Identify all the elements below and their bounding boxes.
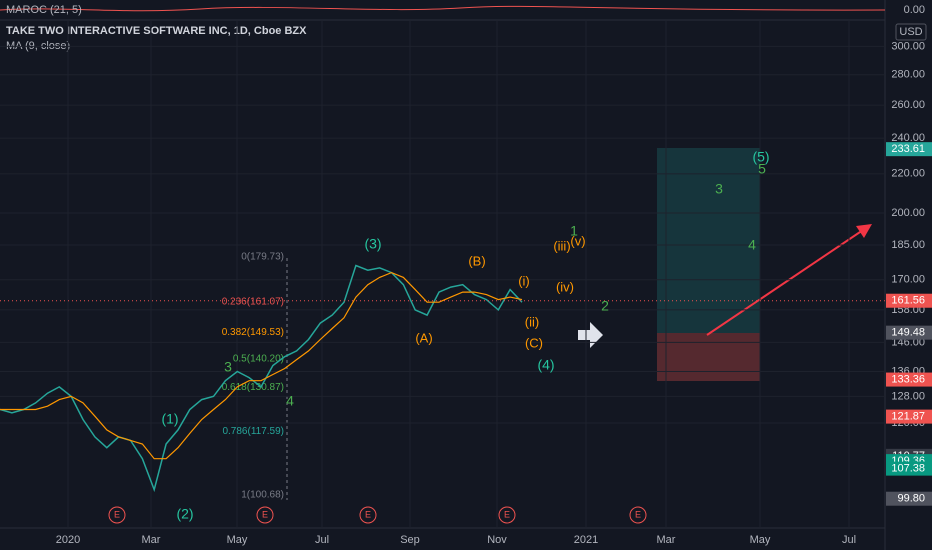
fib-label: 0.618(130.87) xyxy=(222,382,284,393)
price-tag-label: 233.61 xyxy=(891,143,925,155)
event-label: E xyxy=(262,509,268,519)
x-tick-label: May xyxy=(227,534,248,546)
x-tick-label: Jul xyxy=(315,534,329,546)
y-tick-label: 300.00 xyxy=(891,40,925,52)
x-tick-label: May xyxy=(750,534,771,546)
event-marker[interactable] xyxy=(359,506,377,524)
y-tick-label: 260.00 xyxy=(891,99,925,111)
indicator-title: MAROC (21, 5) xyxy=(6,4,82,16)
wave-label: 2 xyxy=(601,298,609,314)
subwave-label: (A) xyxy=(415,330,432,345)
x-tick-label: Jul xyxy=(842,534,856,546)
y-tick-label: 240.00 xyxy=(891,132,925,144)
direction-icon xyxy=(578,322,603,348)
indicator-line xyxy=(0,5,886,12)
price-tag xyxy=(886,293,932,308)
fib-label: 0.5(140.20) xyxy=(233,354,284,365)
fib-label: 0(179.73) xyxy=(241,252,284,263)
currency: USD xyxy=(899,26,922,38)
wave-label: (3) xyxy=(364,236,381,252)
price-tag xyxy=(886,372,932,387)
fib-label: 1(100.68) xyxy=(241,490,284,501)
wave-label: (2) xyxy=(176,506,193,522)
series-line xyxy=(0,264,523,493)
price-tag-label: 107.38 xyxy=(891,463,925,475)
price-tag xyxy=(886,325,932,340)
fib-label: 0.786(117.59) xyxy=(222,426,284,437)
y-tick-label: 128.00 xyxy=(891,390,925,402)
price-tag-label: 149.48 xyxy=(891,327,925,339)
wave-label: 3 xyxy=(715,181,723,197)
price-tag-label: 99.80 xyxy=(897,493,925,505)
symbol-title: TAKE TWO INTERACTIVE SOFTWARE INC, 1D, C… xyxy=(6,25,307,37)
x-tick-label: 2021 xyxy=(574,534,598,546)
event-marker[interactable] xyxy=(108,506,126,524)
subwave-label: (B) xyxy=(468,253,485,268)
x-tick-label: Mar xyxy=(657,534,676,546)
event-marker[interactable] xyxy=(498,506,516,524)
wave-label: (4) xyxy=(537,357,554,373)
wave-label: 5 xyxy=(758,161,766,177)
price-tag xyxy=(886,461,932,476)
fib-label: 0.236(161.07) xyxy=(222,297,284,308)
subwave-label: (C) xyxy=(525,335,543,350)
wave-label: (5) xyxy=(752,149,769,165)
price-tag xyxy=(886,409,932,424)
x-tick-label: Mar xyxy=(142,534,161,546)
event-label: E xyxy=(635,509,641,519)
price-tag xyxy=(886,142,932,157)
currency-box[interactable] xyxy=(895,23,927,41)
wave-label: (1) xyxy=(161,411,178,427)
event-label: E xyxy=(114,509,120,519)
x-tick-label: Sep xyxy=(400,534,420,546)
loss-zone[interactable] xyxy=(657,333,760,381)
subwave-label: (v) xyxy=(570,233,585,248)
y-tick-label: 220.00 xyxy=(891,168,925,180)
profit-zone[interactable] xyxy=(657,148,760,333)
price-tag-label: 133.36 xyxy=(891,373,925,385)
event-label: E xyxy=(504,509,510,519)
trend-arrow xyxy=(706,227,867,336)
wave-label: 4 xyxy=(286,393,294,409)
series-line xyxy=(0,271,523,460)
event-marker[interactable] xyxy=(256,506,274,524)
wave-label: 4 xyxy=(748,237,756,253)
fib-label: 0.382(149.53) xyxy=(222,327,284,338)
price-tag xyxy=(886,491,932,506)
subwave-label: (iii) xyxy=(553,238,570,253)
event-label: E xyxy=(365,509,371,519)
subwave-label: (iv) xyxy=(556,279,574,294)
y-tick-label: 170.00 xyxy=(891,274,925,286)
y-tick-label: 280.00 xyxy=(891,69,925,81)
indicator-value: 0.00 xyxy=(904,4,925,16)
subwave-label: (ii) xyxy=(525,314,539,329)
wave-label: 1 xyxy=(570,223,578,239)
x-tick-label: Nov xyxy=(487,534,507,546)
price-tag-label: 121.87 xyxy=(891,411,925,423)
y-tick-label: 185.00 xyxy=(891,239,925,251)
y-tick-label: 200.00 xyxy=(891,207,925,219)
event-marker[interactable] xyxy=(629,506,647,524)
x-tick-label: 2020 xyxy=(56,534,80,546)
subwave-label: (i) xyxy=(518,273,530,288)
price-tag-label: 161.56 xyxy=(891,295,925,307)
arrow-head xyxy=(856,224,872,238)
wave-label: 3 xyxy=(224,359,232,375)
